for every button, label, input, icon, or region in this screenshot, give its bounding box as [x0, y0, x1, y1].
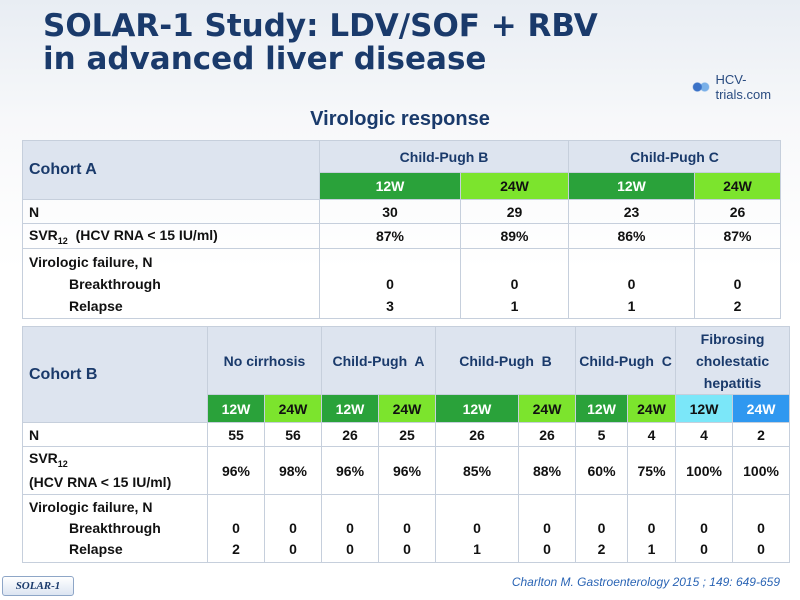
cohort-b-group-child-pugh-b: Child-Pugh B — [435, 326, 577, 395]
n-value: 26 — [435, 422, 520, 447]
cohort-a-label: Cohort A — [22, 140, 320, 200]
duration-cell: 24W — [263, 394, 323, 423]
n-value: 4 — [627, 422, 677, 447]
n-value: 29 — [460, 199, 569, 224]
n-value: 23 — [568, 199, 695, 224]
n-row-label: N — [22, 199, 320, 224]
duration-cell: 12W — [435, 394, 520, 423]
duration-cell: 24W — [460, 172, 569, 200]
cohort-b-group-no-cirrhosis: No cirrhosis — [206, 326, 323, 395]
n-value: 26 — [518, 422, 577, 447]
svr-value: 89% — [460, 223, 569, 249]
n-value: 25 — [378, 422, 437, 447]
duration-cell: 12W — [207, 394, 265, 423]
svr-value: 87% — [319, 223, 461, 249]
reference-citation: Charlton M. Gastroenterology 2015 ; 149:… — [511, 575, 780, 589]
n-value: 4 — [675, 422, 734, 447]
svr-value: 87% — [694, 223, 781, 249]
svr-value: 96% — [321, 446, 380, 495]
duration-cell: 24W — [627, 394, 677, 423]
svr-value: 100% — [732, 446, 791, 495]
svr-value: 86% — [568, 223, 695, 249]
n-row-label: N — [22, 422, 208, 447]
cohort-b-table: Cohort B No cirrhosis Child-Pugh A Child… — [22, 326, 791, 563]
cohort-b-label: Cohort B — [22, 326, 208, 423]
n-value: 56 — [263, 422, 323, 447]
cohort-a-table: Cohort A Child-Pugh B Child-Pugh C 12W 2… — [22, 140, 781, 319]
cohort-b-group-child-pugh-c: Child-Pugh C — [575, 326, 677, 395]
section-subtitle: Virologic response — [310, 108, 490, 130]
cohort-a-group-child-pugh-b: Child-Pugh B — [319, 140, 569, 173]
title-line-1: SOLAR-1 Study: LDV/SOF + RBV — [43, 8, 598, 44]
cohort-b-group-child-pugh-a: Child-Pugh A — [321, 326, 437, 395]
duration-cell: 12W — [575, 394, 629, 423]
cohort-b-group-fch: Fibrosing cholestatic hepatitis — [675, 326, 791, 395]
logo-icon — [690, 79, 712, 95]
svr-value: 75% — [627, 446, 677, 495]
logo-text: HCV-trials.com — [715, 72, 772, 102]
svr-value: 98% — [263, 446, 323, 495]
n-value: 5 — [575, 422, 629, 447]
svr-value: 60% — [575, 446, 629, 495]
n-value: 30 — [319, 199, 461, 224]
n-value: 2 — [732, 422, 791, 447]
title-line-2: in advanced liver disease — [43, 41, 487, 77]
n-value: 55 — [207, 422, 265, 447]
duration-cell: 12W — [319, 172, 461, 200]
virologic-failure-label: Virologic failure, N Breakthrough Relaps… — [22, 494, 208, 563]
duration-cell: 12W — [568, 172, 695, 200]
cohort-a-group-child-pugh-c: Child-Pugh C — [568, 140, 781, 173]
n-value: 26 — [321, 422, 380, 447]
duration-cell: 24W — [378, 394, 437, 423]
svr-row-label: SVR12 (HCV RNA < 15 IU/ml) — [22, 446, 208, 495]
duration-cell: 24W — [694, 172, 781, 200]
hcv-trials-logo: HCV-trials.com — [690, 72, 800, 102]
svr-value: 96% — [207, 446, 265, 495]
svr-row-label: SVR12 (HCV RNA < 15 IU/ml) — [22, 223, 320, 249]
n-value: 26 — [694, 199, 781, 224]
svr-value: 88% — [518, 446, 577, 495]
svr-value: 85% — [435, 446, 520, 495]
virologic-failure-label: Virologic failure, N Breakthrough Relaps… — [22, 248, 320, 319]
slide-title: SOLAR-1 Study: LDV/SOF + RBV in advanced… — [43, 10, 663, 76]
svr-value: 96% — [378, 446, 437, 495]
duration-cell: 24W — [518, 394, 577, 423]
duration-cell: 12W — [321, 394, 380, 423]
solar-1-tag: SOLAR-1 — [2, 576, 74, 596]
duration-cell: 12W — [675, 394, 734, 423]
duration-cell: 24W — [732, 394, 791, 423]
svr-value: 100% — [675, 446, 734, 495]
